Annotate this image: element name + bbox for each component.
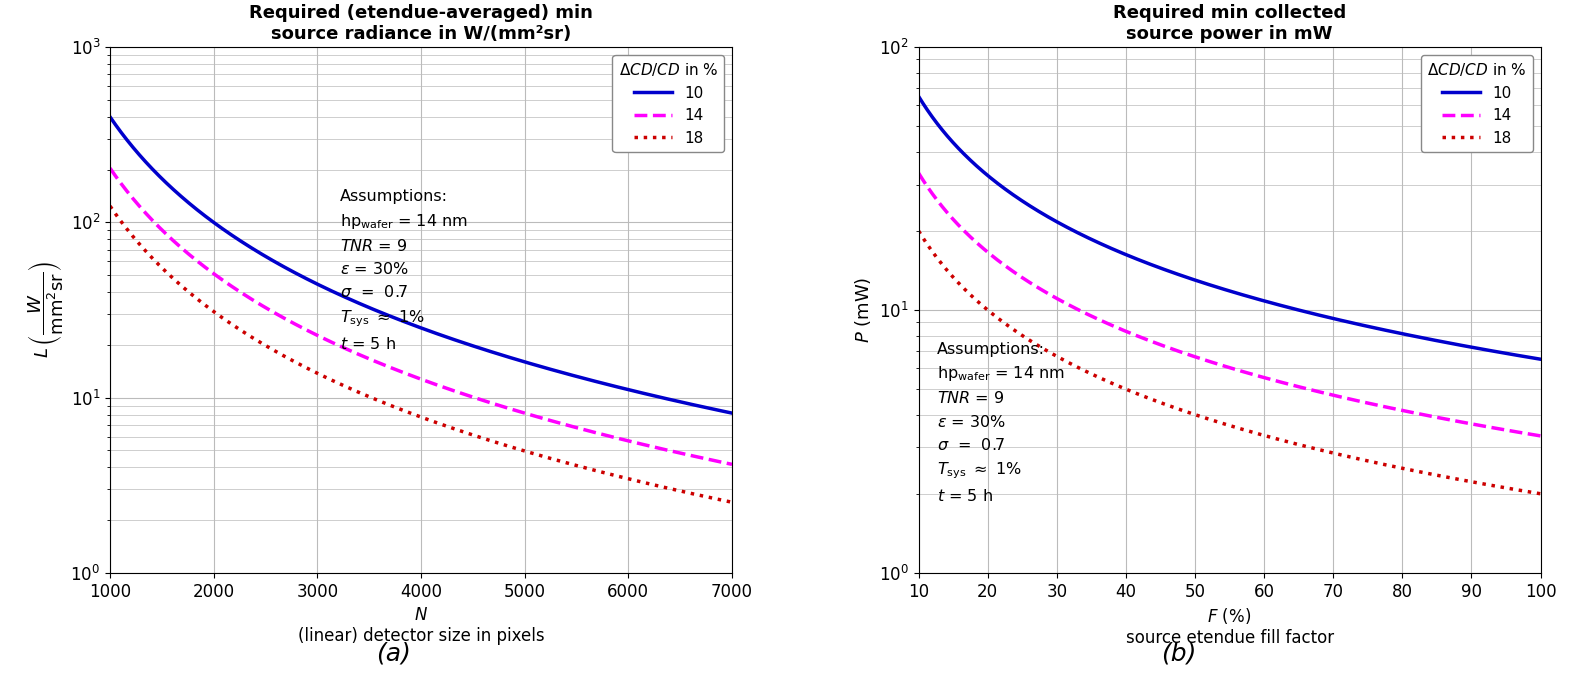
Text: Assumptions:
hp$_{\mathrm{wafer}}$ = 14 nm
$TNR$ = 9
$\varepsilon$ = 30%
$\sigma: Assumptions: hp$_{\mathrm{wafer}}$ = 14 … (340, 189, 468, 352)
Legend: 10, 14, 18: 10, 14, 18 (613, 55, 725, 152)
Legend: 10, 14, 18: 10, 14, 18 (1421, 55, 1533, 152)
Text: (b): (b) (1162, 642, 1196, 665)
Text: Assumptions:
hp$_{\mathrm{wafer}}$ = 14 nm
$TNR$ = 9
$\varepsilon$ = 30%
$\sigma: Assumptions: hp$_{\mathrm{wafer}}$ = 14 … (937, 342, 1066, 504)
Y-axis label: $L\,\left(\dfrac{W}{\mathrm{mm}^2\mathrm{sr}}\right)$: $L\,\left(\dfrac{W}{\mathrm{mm}^2\mathrm… (25, 262, 64, 359)
X-axis label: $F$ (%)
source etendue fill factor: $F$ (%) source etendue fill factor (1126, 606, 1333, 647)
Y-axis label: $P$ (mW): $P$ (mW) (854, 277, 874, 343)
X-axis label: $N$
(linear) detector size in pixels: $N$ (linear) detector size in pixels (297, 606, 544, 645)
Text: (a): (a) (376, 642, 410, 665)
Title: Required (etendue-averaged) min
source radiance in W/(mm²sr): Required (etendue-averaged) min source r… (248, 4, 593, 43)
Title: Required min collected
source power in mW: Required min collected source power in m… (1113, 4, 1346, 43)
